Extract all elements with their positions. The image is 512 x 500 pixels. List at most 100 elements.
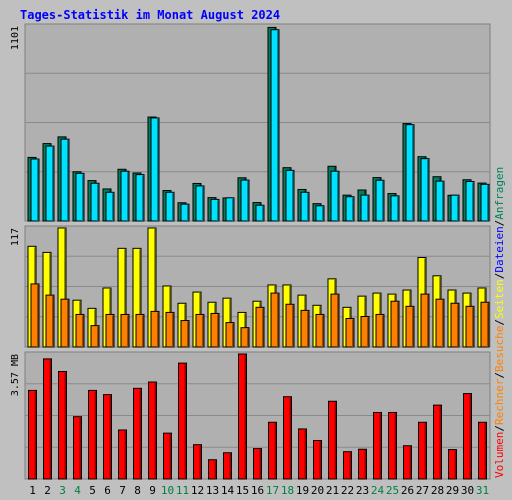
legend-separator: / bbox=[493, 372, 506, 379]
bar-besuche-day-24 bbox=[375, 313, 385, 348]
bar-shade-volumen-day-7 bbox=[124, 430, 126, 479]
day-label-22: 22 bbox=[341, 484, 354, 497]
bar-besuche-day-13 bbox=[210, 312, 220, 348]
bar-volumen-day-21 bbox=[328, 400, 337, 480]
day-label-28: 28 bbox=[431, 484, 444, 497]
legend-rechner: Rechner bbox=[493, 378, 506, 425]
bar-besuche-day-22 bbox=[345, 318, 355, 348]
bar-shade-dateien-day-5 bbox=[97, 184, 99, 221]
bar-shade-seiten-day-9 bbox=[154, 229, 156, 347]
bar-shade-dateien-day-13 bbox=[217, 200, 219, 221]
bar-dateien-day-21 bbox=[330, 170, 340, 222]
bar-shade-besuche-day-10 bbox=[172, 313, 174, 347]
bar-volumen-day-4 bbox=[73, 416, 82, 480]
bar-dateien-day-29 bbox=[450, 194, 460, 222]
bar-besuche-day-31 bbox=[480, 301, 490, 348]
bar-shade-volumen-day-26 bbox=[409, 446, 411, 479]
bar-dateien-day-19 bbox=[300, 191, 310, 222]
bar-besuche-day-30 bbox=[465, 305, 475, 348]
bar-volumen-day-22 bbox=[343, 451, 352, 480]
bar-shade-besuche-day-29 bbox=[457, 304, 459, 347]
bar-shade-dateien-day-31 bbox=[487, 185, 489, 221]
day-label-1: 1 bbox=[29, 484, 36, 497]
day-label-16: 16 bbox=[251, 484, 264, 497]
day-label-13: 13 bbox=[206, 484, 219, 497]
bar-shade-besuche-day-24 bbox=[382, 315, 384, 347]
bar-shade-besuche-day-25 bbox=[397, 302, 399, 347]
bar-dateien-day-8 bbox=[135, 174, 145, 222]
bar-besuche-day-16 bbox=[255, 306, 265, 348]
bar-shade-volumen-day-14 bbox=[229, 453, 231, 479]
bar-shade-dateien-day-24 bbox=[382, 181, 384, 221]
panel-volume: 3.57 MB bbox=[10, 351, 491, 480]
bar-shade-besuche-day-31 bbox=[487, 303, 489, 347]
legend-dateien: Dateien bbox=[493, 226, 506, 272]
bar-shade-dateien-day-2 bbox=[52, 147, 54, 221]
bar-volumen-day-20 bbox=[313, 439, 322, 480]
day-label-2: 2 bbox=[44, 484, 51, 497]
series-volumen bbox=[28, 353, 487, 480]
panel-requests: 1101 bbox=[10, 23, 491, 222]
bar-shade-besuche-day-6 bbox=[112, 315, 114, 347]
bar-shade-dateien-day-21 bbox=[337, 172, 339, 221]
x-axis-day-labels: 1 2 3 4 5 6 7 8 9 10 11 12 13 14 15 16 17 18 19 20 21 22 23 24 2… bbox=[29, 484, 489, 497]
bar-dateien-day-15 bbox=[240, 179, 250, 222]
legend-separator: / bbox=[493, 319, 506, 326]
bar-shade-dateien-day-25 bbox=[397, 196, 399, 221]
bar-besuche-day-12 bbox=[195, 313, 205, 348]
bar-dateien-day-24 bbox=[375, 179, 385, 222]
bar-dateien-day-27 bbox=[420, 158, 430, 222]
bar-shade-besuche-day-8 bbox=[142, 315, 144, 347]
bar-volumen-day-18 bbox=[283, 396, 292, 480]
bar-dateien-day-4 bbox=[75, 172, 85, 222]
bar-shade-dateien-day-15 bbox=[247, 181, 249, 221]
right-legend-text: Volumen/Rechner/Besuche/Seiten/Dateien/A… bbox=[493, 167, 506, 478]
bar-shade-dateien-day-12 bbox=[202, 186, 204, 221]
bar-dateien-day-13 bbox=[210, 198, 220, 222]
bar-shade-volumen-day-31 bbox=[484, 423, 486, 479]
day-label-31: 31 bbox=[476, 484, 489, 497]
bar-shade-besuche-day-12 bbox=[202, 315, 204, 347]
bar-shade-volumen-day-24 bbox=[379, 413, 381, 479]
legend-anfragen: Anfragen bbox=[493, 167, 506, 220]
bar-shade-dateien-day-16 bbox=[262, 206, 264, 221]
bar-shade-besuche-day-15 bbox=[247, 328, 249, 347]
bar-shade-besuche-day-13 bbox=[217, 314, 219, 347]
bar-dateien-day-9 bbox=[150, 117, 160, 222]
bar-shade-dateien-day-14 bbox=[232, 198, 234, 221]
bar-volumen-day-25 bbox=[388, 411, 397, 480]
bar-shade-volumen-day-15 bbox=[244, 355, 246, 479]
day-label-12: 12 bbox=[191, 484, 204, 497]
bar-besuche-day-8 bbox=[135, 313, 145, 348]
bar-dateien-day-1 bbox=[30, 158, 40, 222]
bar-shade-volumen-day-2 bbox=[49, 359, 51, 479]
bar-volumen-day-26 bbox=[403, 445, 412, 480]
bar-dateien-day-2 bbox=[45, 145, 55, 222]
bar-shade-volumen-day-25 bbox=[394, 413, 396, 479]
bar-besuche-day-25 bbox=[390, 300, 400, 348]
day-label-17: 17 bbox=[266, 484, 279, 497]
bar-shade-dateien-day-10 bbox=[172, 193, 174, 221]
day-label-18: 18 bbox=[281, 484, 294, 497]
bar-shade-besuche-day-20 bbox=[322, 315, 324, 347]
bar-shade-dateien-day-11 bbox=[187, 205, 189, 221]
bar-shade-seiten-day-8 bbox=[139, 249, 141, 347]
bar-shade-besuche-day-14 bbox=[232, 323, 234, 347]
bar-shade-volumen-day-3 bbox=[64, 372, 66, 479]
bar-shade-besuche-day-2 bbox=[52, 296, 54, 347]
bar-shade-volumen-day-18 bbox=[289, 397, 291, 479]
bar-volumen-day-11 bbox=[178, 362, 187, 480]
bar-besuche-day-17 bbox=[270, 292, 280, 348]
bar-shade-volumen-day-11 bbox=[184, 364, 186, 479]
bar-volumen-day-6 bbox=[103, 394, 112, 480]
bar-shade-volumen-day-30 bbox=[469, 394, 471, 479]
bar-shade-volumen-day-4 bbox=[79, 417, 81, 479]
bar-volumen-day-24 bbox=[373, 411, 382, 480]
bar-dateien-day-18 bbox=[285, 169, 295, 222]
bar-shade-dateien-day-28 bbox=[442, 182, 444, 221]
bar-shade-besuche-day-17 bbox=[277, 294, 279, 347]
bar-besuche-day-10 bbox=[165, 311, 175, 348]
bar-besuche-day-2 bbox=[45, 294, 55, 348]
bar-shade-volumen-day-10 bbox=[169, 434, 171, 479]
bar-dateien-day-5 bbox=[90, 182, 100, 222]
